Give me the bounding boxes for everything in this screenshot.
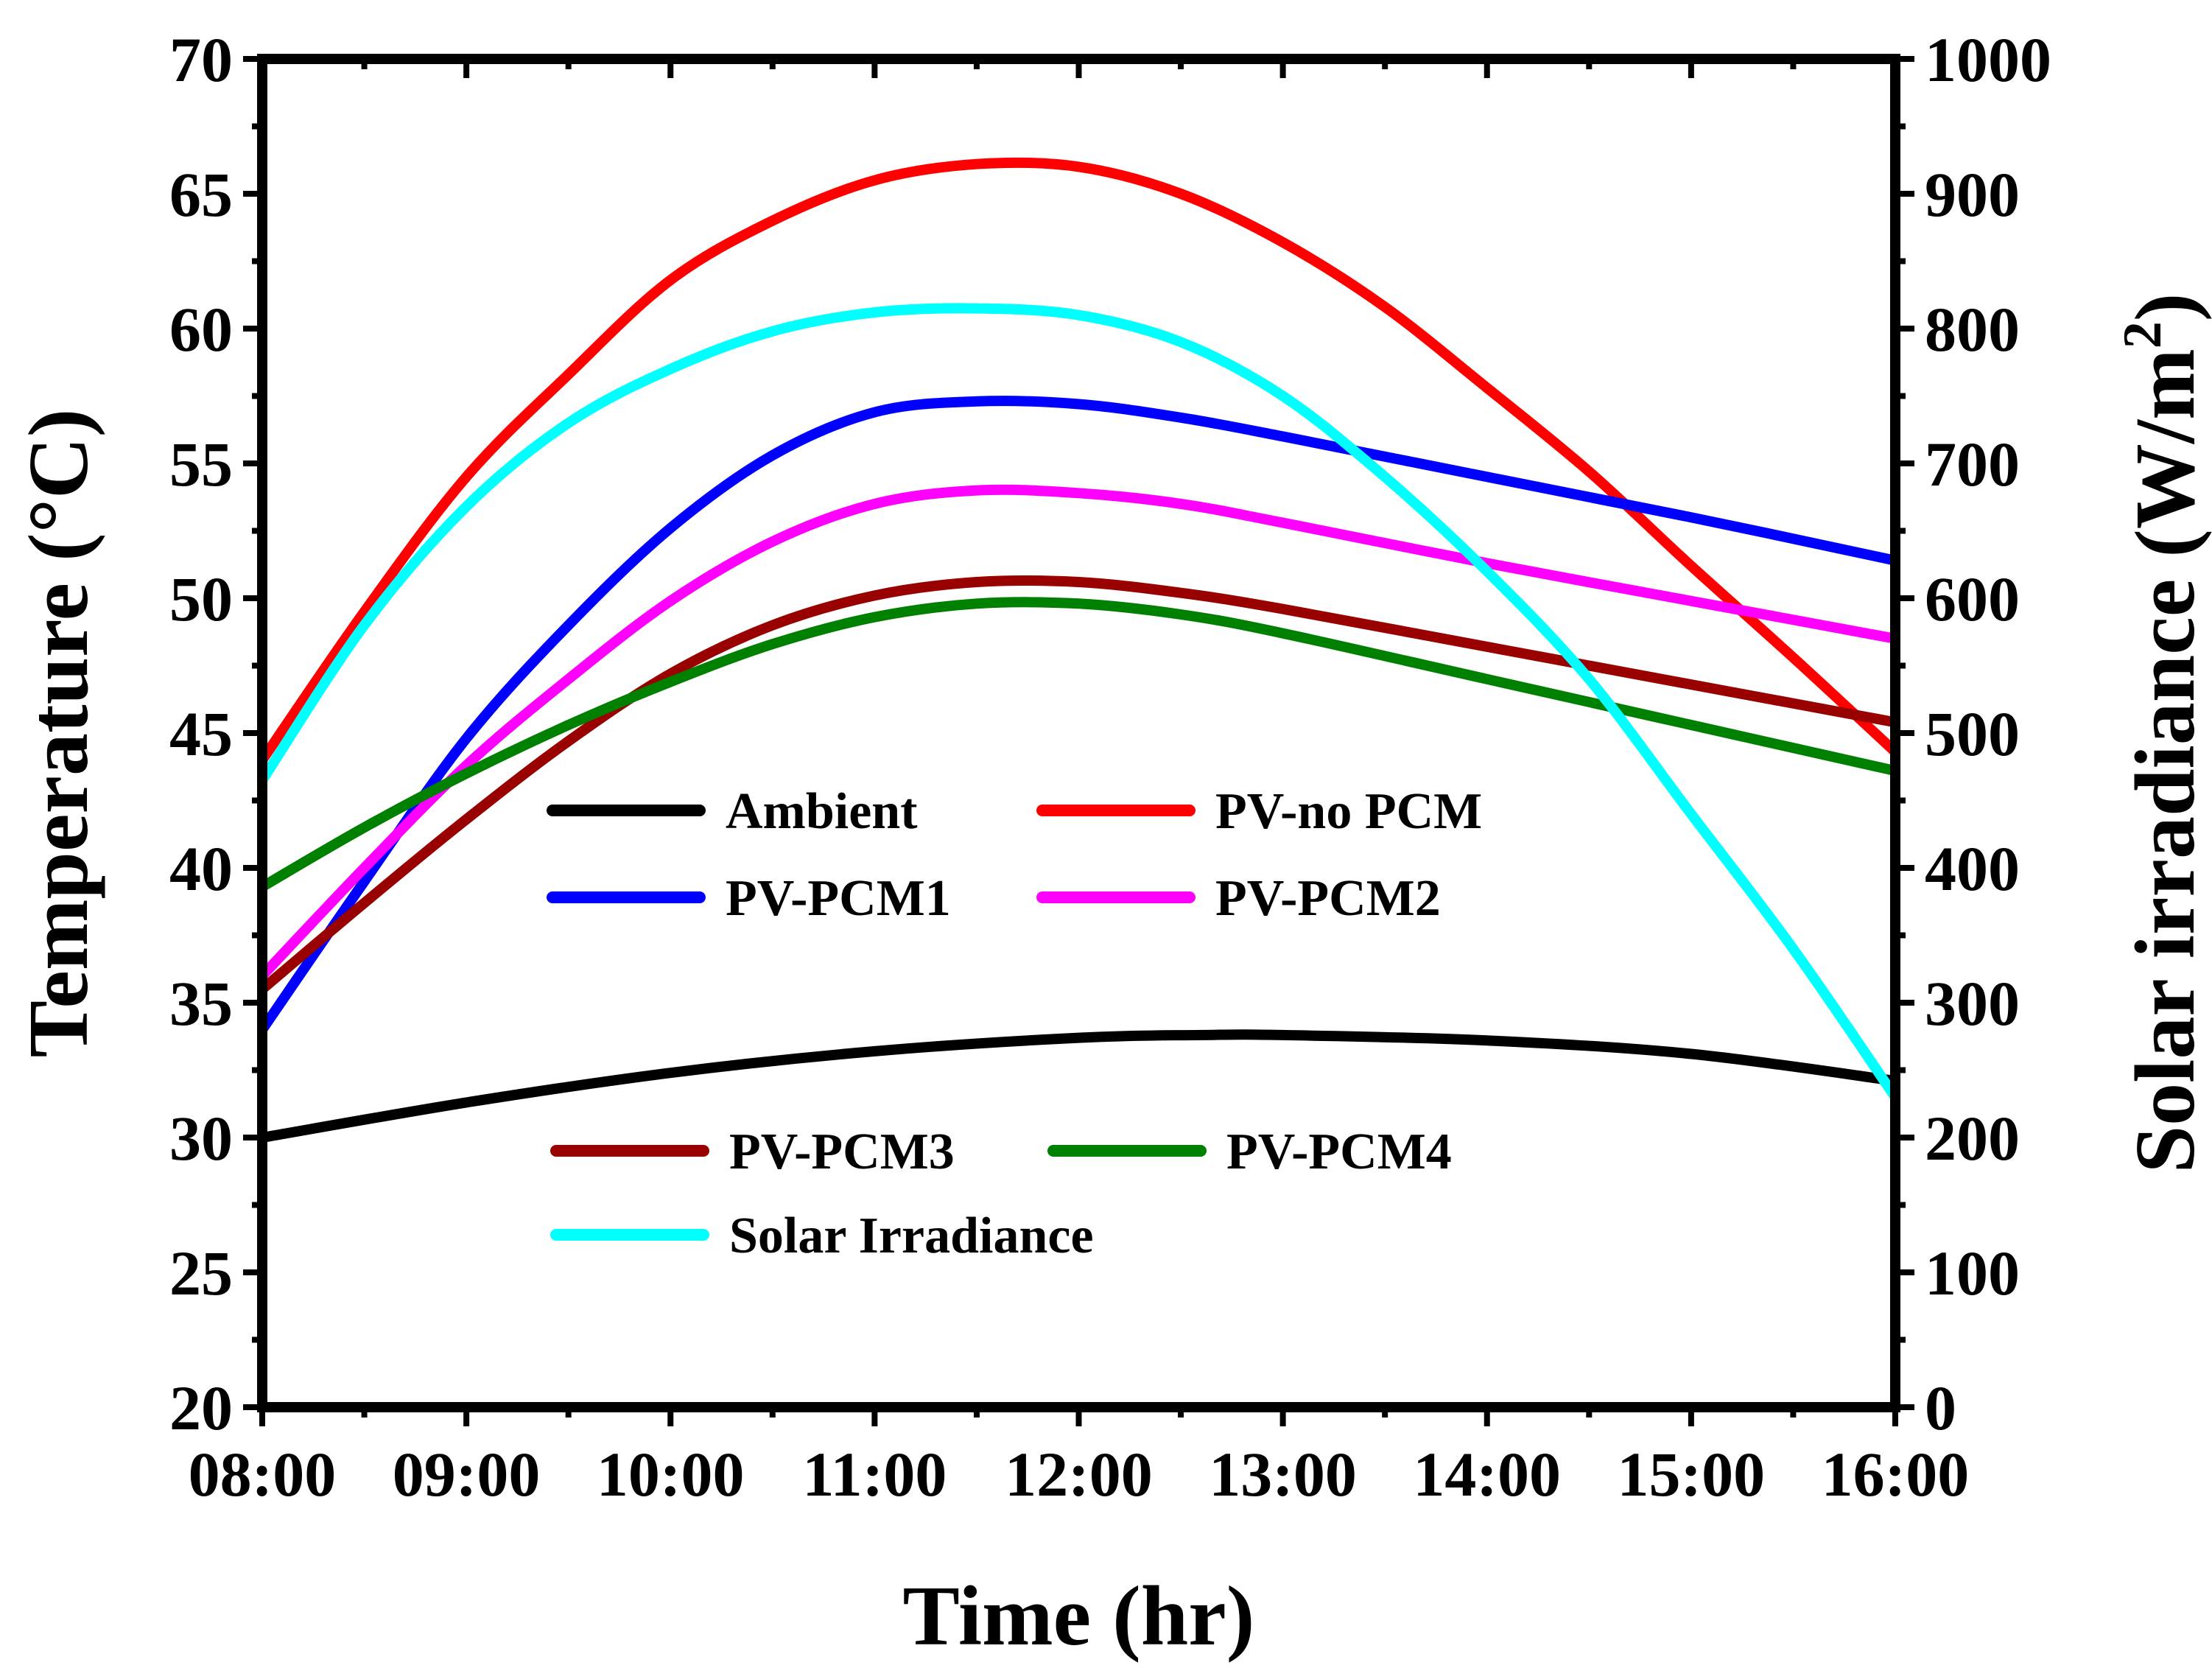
y-right-tick-label: 200 (1925, 1103, 2020, 1174)
y-left-tick-label: 40 (169, 833, 233, 904)
y-right-tick-label: 300 (1925, 968, 2020, 1039)
tick-labels: 2025303540455055606570010020030040050060… (169, 24, 2051, 1510)
y-left-tick-label: 45 (169, 698, 233, 769)
y-right-tick-label: 700 (1925, 429, 2020, 500)
y-axis-left-title: Temperature (°C) (12, 409, 106, 1058)
x-tick-label: 09:00 (393, 1439, 541, 1510)
y-axis-right-title-close: ) (2118, 293, 2212, 322)
x-tick-label: 08:00 (189, 1439, 337, 1510)
series-line-pv-pcm1 (258, 396, 1897, 1033)
y-left-tick-label: 50 (169, 564, 233, 634)
y-right-tick-label: 1000 (1925, 24, 2051, 95)
y-left-tick-label: 65 (169, 159, 233, 230)
legend-label-pv-pcm3: PV-PCM3 (729, 1124, 955, 1180)
legend-label-pv-no-pcm: PV-no PCM (1215, 783, 1482, 840)
y-axis-right-title-main: Solar irradiance (W/m (2118, 348, 2212, 1173)
y-right-tick-label: 400 (1925, 833, 2020, 904)
series-line-pv-pcm2 (258, 484, 1897, 980)
plot-frame (257, 54, 1900, 1412)
y-left-tick-label: 35 (169, 968, 233, 1039)
series-line-ambient (261, 1029, 1896, 1143)
x-tick-label: 11:00 (802, 1439, 947, 1510)
legend-label-pv-pcm2: PV-PCM2 (1215, 870, 1441, 927)
x-axis-title: Time (hr) (903, 1569, 1255, 1664)
y-right-tick-label: 500 (1925, 698, 2020, 769)
y-left-tick-label: 30 (169, 1103, 233, 1174)
x-tick-label: 10:00 (597, 1439, 745, 1510)
y-right-tick-label: 600 (1925, 564, 2020, 634)
legend: Ambient PV-no PCM PV-PCM1 PV-PCM2 PV-PCM3 PV-… (547, 783, 1482, 1264)
y-left-tick-label: 55 (169, 429, 233, 500)
series-line-pv-pcm4 (259, 597, 1897, 891)
x-tick-label: 13:00 (1209, 1439, 1357, 1510)
y-axis-right-title: Solar irradiance (W/m2) (2113, 293, 2212, 1174)
y-right-tick-label: 0 (1925, 1373, 1956, 1443)
y-left-tick-label: 60 (169, 294, 233, 365)
x-tick-label: 15:00 (1618, 1439, 1766, 1510)
legend-label-pv-pcm4: PV-PCM4 (1226, 1124, 1452, 1180)
y-right-tick-label: 900 (1925, 159, 2020, 230)
y-axis-right-title-sup: 2 (2113, 321, 2173, 348)
series-layer (258, 157, 1900, 1143)
y-left-tick-label: 20 (169, 1373, 233, 1443)
y-right-tick-label: 800 (1925, 294, 2020, 365)
y-left-tick-label: 70 (169, 24, 233, 95)
y-right-tick-label: 100 (1925, 1238, 2020, 1308)
legend-label-ambient: Ambient (726, 783, 918, 840)
x-tick-label: 16:00 (1822, 1439, 1970, 1510)
series-line-pv-pcm3 (259, 575, 1897, 994)
legend-label-pv-pcm1: PV-PCM1 (726, 870, 951, 927)
series-line-solar-irradiance (258, 303, 1900, 1101)
series-line-pv-no-pcm (258, 157, 1899, 763)
x-tick-label: 14:00 (1413, 1439, 1561, 1510)
y-left-tick-label: 25 (169, 1238, 233, 1308)
x-tick-label: 12:00 (1005, 1439, 1153, 1510)
legend-label-solar-irradiance: Solar Irradiance (729, 1208, 1094, 1264)
